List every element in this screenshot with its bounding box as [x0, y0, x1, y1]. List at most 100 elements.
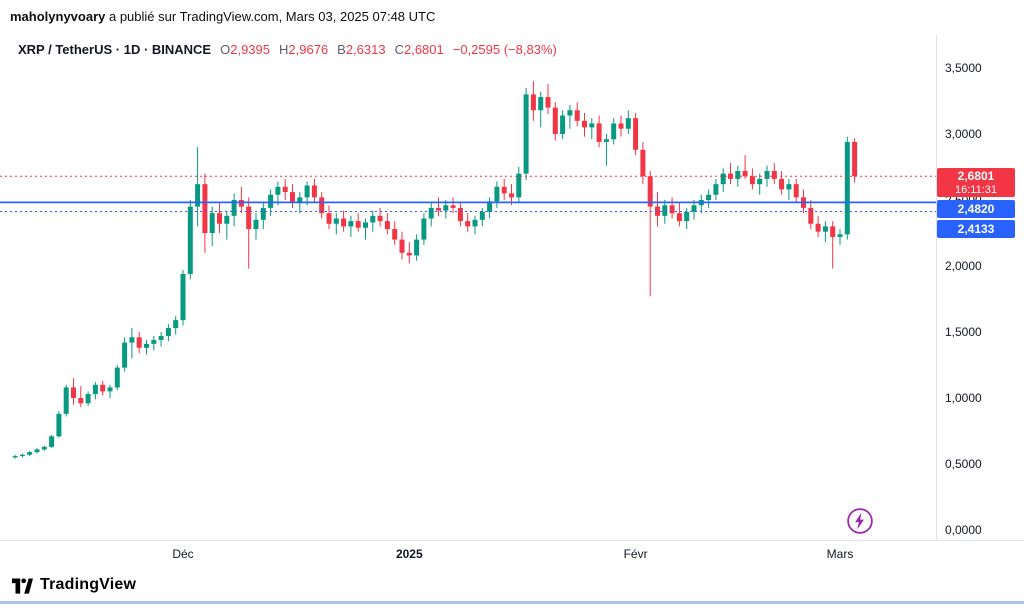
- candle: [114, 365, 120, 391]
- x-axis-label: Déc: [172, 547, 194, 561]
- candle: [180, 269, 186, 326]
- candle: [596, 115, 602, 148]
- candle: [136, 332, 142, 354]
- candle: [209, 206, 215, 247]
- candle: [41, 445, 47, 451]
- legend-symbol[interactable]: XRP / TetherUS · 1D · BINANCE: [18, 42, 212, 57]
- candle: [516, 167, 522, 203]
- legend-close: C2,6801: [394, 42, 444, 57]
- candle: [582, 112, 587, 137]
- x-axis-label: Mars: [826, 547, 854, 561]
- candle: [457, 202, 463, 227]
- candle: [830, 221, 836, 269]
- candle: [202, 173, 208, 253]
- candle: [567, 104, 573, 129]
- candle: [662, 200, 668, 224]
- tradingview-logo-icon[interactable]: [12, 577, 33, 594]
- y-axis-label: 1,5000: [945, 325, 982, 339]
- legend-low: B2,6313: [337, 42, 386, 57]
- candle: [392, 221, 398, 245]
- candle: [487, 197, 493, 219]
- header: maholynyvoary a publié sur TradingView.c…: [10, 9, 435, 24]
- candle: [749, 168, 755, 190]
- candle: [370, 210, 376, 232]
- candle: [494, 181, 500, 208]
- candlestick-chart[interactable]: [0, 35, 936, 540]
- candle: [92, 382, 98, 400]
- chart-pane[interactable]: [0, 35, 936, 540]
- bottom-accent-bar: [0, 601, 1024, 604]
- candle: [333, 213, 339, 235]
- candle: [399, 231, 405, 260]
- candle: [151, 335, 157, 351]
- candle: [757, 173, 763, 195]
- lightning-event-icon[interactable]: [846, 507, 874, 535]
- candle: [822, 221, 828, 243]
- chart-legend: XRP / TetherUS · 1D · BINANCE O2,9395 H2,9…: [18, 42, 557, 57]
- candle: [326, 205, 332, 230]
- author-link[interactable]: maholynyvoary: [10, 9, 106, 24]
- candle: [34, 448, 40, 454]
- candle: [603, 134, 609, 166]
- candle: [231, 193, 237, 227]
- candle: [655, 192, 660, 227]
- candle: [720, 168, 726, 193]
- candle: [728, 163, 733, 185]
- legend-open: O2,9395: [220, 42, 270, 57]
- candle: [384, 213, 390, 235]
- candle: [647, 170, 653, 297]
- legend-change: −0,2595 (−8,83%): [452, 42, 557, 57]
- candle: [618, 115, 624, 137]
- candle: [290, 184, 295, 208]
- candle: [275, 181, 281, 206]
- candle: [552, 102, 558, 141]
- candle: [27, 450, 33, 457]
- candle: [589, 118, 595, 140]
- candle: [421, 213, 427, 245]
- candle: [837, 229, 843, 245]
- candle: [742, 155, 748, 179]
- candle: [691, 200, 697, 220]
- legend-high: H2,9676: [279, 42, 329, 57]
- y-axis-label: 3,5000: [945, 61, 982, 75]
- candle: [815, 215, 821, 237]
- candle: [158, 332, 164, 347]
- x-axis-label: 2025: [395, 547, 423, 561]
- candle: [63, 384, 69, 417]
- candle: [560, 110, 566, 140]
- candle: [377, 207, 383, 227]
- price-level-badge: 2,4133: [937, 220, 1015, 239]
- candle: [260, 202, 266, 230]
- candle: [85, 391, 91, 406]
- candle: [414, 234, 420, 261]
- candle: [501, 178, 507, 200]
- candle: [698, 194, 704, 214]
- candle: [676, 202, 682, 227]
- candle: [523, 87, 529, 181]
- candle: [304, 181, 310, 206]
- candle: [144, 339, 149, 355]
- candle: [238, 186, 244, 214]
- candle: [319, 192, 325, 219]
- time-axis[interactable]: Déc 2025 Févr Mars: [0, 540, 1024, 568]
- candle: [428, 202, 434, 227]
- candle: [311, 178, 317, 203]
- candle: [713, 178, 719, 200]
- candle: [12, 454, 18, 459]
- candle: [217, 202, 222, 233]
- candle: [852, 138, 858, 183]
- candle: [224, 210, 230, 240]
- candle: [465, 213, 471, 232]
- candle: [545, 83, 551, 115]
- candle: [56, 411, 62, 438]
- y-axis-label: 2,0000: [945, 259, 982, 273]
- candle: [779, 170, 785, 195]
- candle: [793, 178, 799, 203]
- brand-name[interactable]: TradingView: [40, 576, 137, 593]
- candle: [611, 118, 617, 145]
- candle: [341, 210, 347, 232]
- price-axis[interactable]: 3,50003,00002,50002,00001,50001,00000,50…: [936, 35, 1024, 540]
- candle: [49, 434, 55, 449]
- candle: [771, 163, 777, 185]
